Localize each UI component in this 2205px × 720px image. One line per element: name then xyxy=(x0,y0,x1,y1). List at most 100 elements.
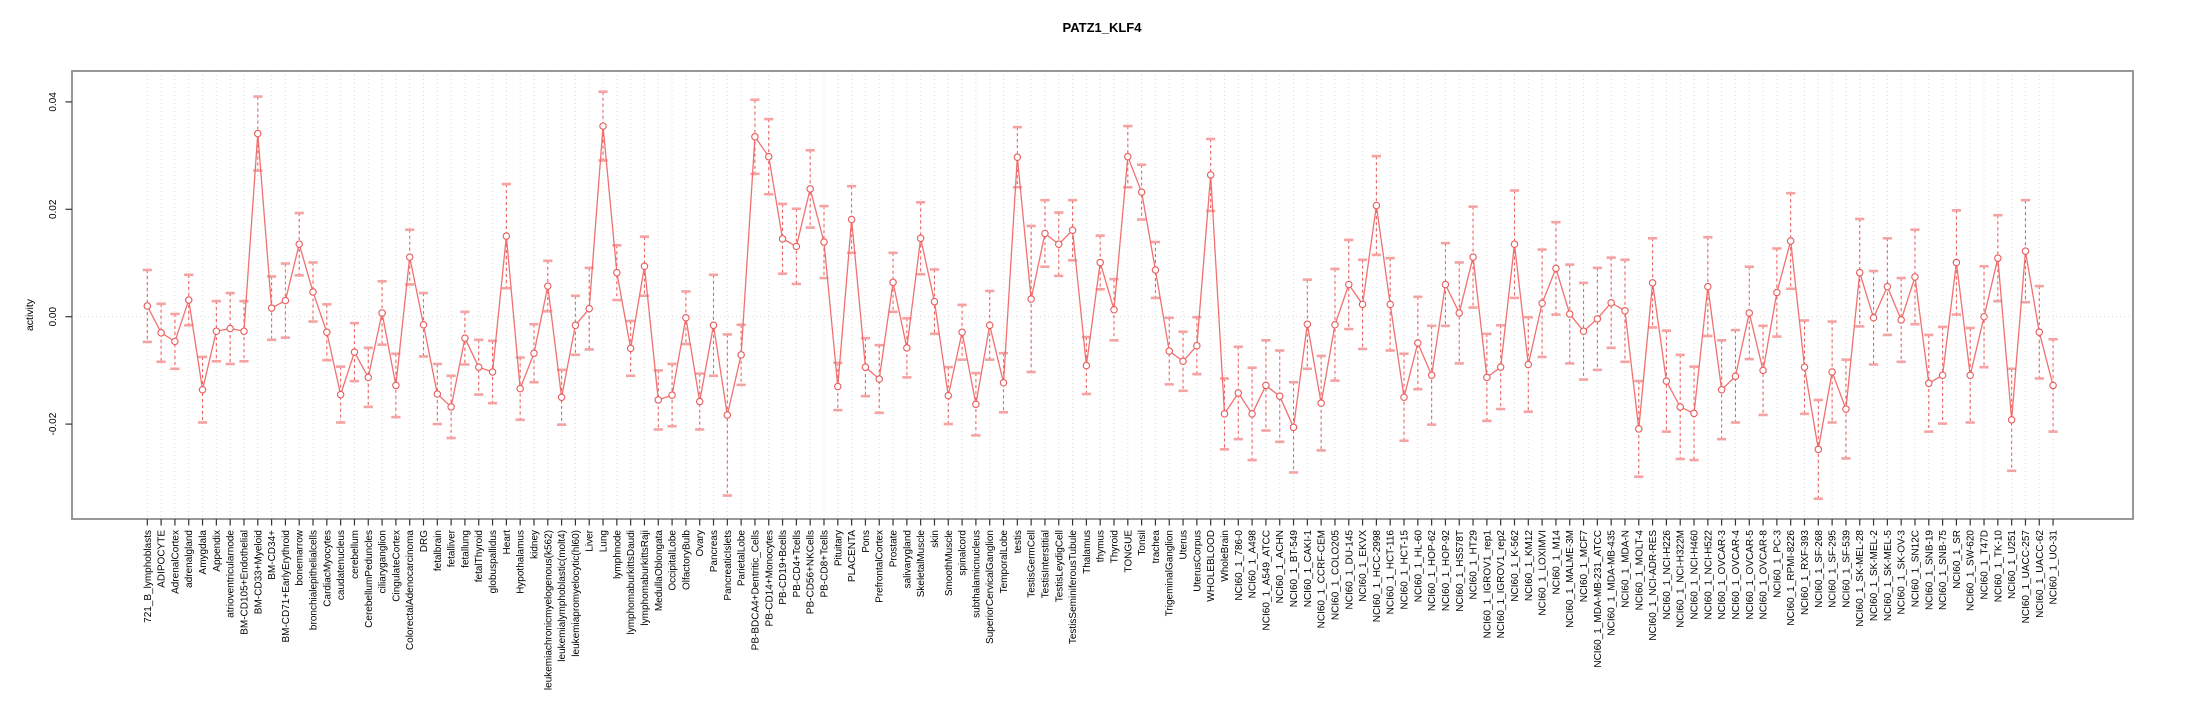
x-tick-label: NCI60_1_HCT-15 xyxy=(1400,530,1411,610)
data-point xyxy=(1013,153,1022,161)
x-tick-label: Pituitary xyxy=(833,530,844,566)
x-tick-label: Prostate xyxy=(889,530,900,568)
x-tick-label: NCI60_1_SF-539 xyxy=(1841,530,1852,608)
data-point xyxy=(889,278,897,287)
x-tick-label: adrenalgland xyxy=(184,530,195,588)
x-tick-label: NCI60_1_A549_ATCC xyxy=(1261,530,1272,630)
x-tick-label: Hypothalamus xyxy=(516,530,527,594)
x-tick-label: NCI60_1_TK-10 xyxy=(1993,530,2004,603)
x-tick-label: NCI60_1_UACC-257 xyxy=(2021,530,2032,624)
x-tick-label: NCI60_1_MDA-N xyxy=(1620,530,1631,608)
x-tick-label: NCI60_1_ACHN xyxy=(1275,530,1286,603)
data-point xyxy=(613,268,621,277)
data-point xyxy=(1441,280,1450,289)
x-tick-label: ADIPOCYTE xyxy=(157,530,168,588)
x-tick-label: testis xyxy=(1013,530,1024,553)
x-tick-label: spinalcord xyxy=(958,530,969,576)
x-tick-label: NCI60_1_HCT-116 xyxy=(1386,530,1397,615)
data-point xyxy=(2035,328,2044,337)
x-tick-label: cerebellum xyxy=(350,530,361,579)
x-tick-label: NCI60_1_DU-145 xyxy=(1344,530,1355,610)
x-tick-label: bronchialepithelialcells xyxy=(309,530,320,630)
data-point xyxy=(654,396,663,404)
data-point xyxy=(737,351,745,359)
x-tick-label: leukemiapromyelocytic(hl60) xyxy=(571,530,582,657)
x-tick-label: Liver xyxy=(585,529,596,551)
data-point xyxy=(1842,405,1850,413)
plot-box xyxy=(71,70,2134,520)
x-tick-label: PB-BDCA4+Dentritic_Cells xyxy=(750,530,761,650)
x-tick-label: NCI60_1_SK-OV-3 xyxy=(1897,530,1908,615)
x-tick-label: subthalamicnucleus xyxy=(971,530,982,618)
x-tick-label: NCI60_1_NCI-H522 xyxy=(1703,530,1714,620)
x-tick-label: NCI60_1_HL-60 xyxy=(1413,530,1424,603)
data-point xyxy=(1400,393,1408,401)
data-point xyxy=(764,152,773,161)
data-point xyxy=(1137,188,1146,196)
x-tick-label: DRG xyxy=(419,530,430,552)
data-point xyxy=(1662,377,1671,385)
data-point xyxy=(1759,366,1767,375)
y-tick-label: 0.00 xyxy=(48,307,59,327)
x-tick-label: ciliaryganglion xyxy=(378,530,389,593)
data-point xyxy=(1483,373,1491,382)
data-point xyxy=(930,297,939,306)
x-tick-label: PLACENTA xyxy=(847,530,858,582)
x-tick-label: TestisSeminiferousTubule xyxy=(1068,530,1079,645)
data-point xyxy=(1966,371,1974,379)
x-tick-label: fetalbrain xyxy=(433,530,444,571)
x-tick-label: NCI60_1_KM12 xyxy=(1524,530,1535,602)
data-point xyxy=(171,337,179,346)
x-tick-label: NCI60_1_OVCAR-5 xyxy=(1745,530,1756,620)
x-tick-label: trachea xyxy=(1151,530,1162,564)
x-tick-label: OccipitalLobe xyxy=(668,530,679,591)
data-point xyxy=(2049,381,2057,390)
data-point xyxy=(1455,309,1464,317)
data-point xyxy=(1220,410,1229,418)
data-point xyxy=(820,238,828,246)
x-tick-label: atrioventricularnode xyxy=(226,530,237,618)
x-tick-label: SuperiorCervicalGanglion xyxy=(985,530,996,644)
data-point xyxy=(1427,371,1436,379)
x-tick-label: caudatenucleus xyxy=(336,530,347,600)
data-point xyxy=(502,232,511,240)
data-point xyxy=(1883,282,1892,291)
data-point xyxy=(184,296,193,304)
data-point xyxy=(875,375,883,383)
data-point xyxy=(1980,312,1988,321)
data-point xyxy=(1414,339,1422,347)
x-tick-label: TestisGermCell xyxy=(1027,530,1038,598)
data-point xyxy=(944,391,953,400)
data-point xyxy=(1538,299,1546,308)
data-point xyxy=(226,324,234,333)
data-point xyxy=(709,321,718,330)
data-point xyxy=(378,309,386,317)
x-tick-label: NCI60_1_RPMI-8226 xyxy=(1786,530,1797,626)
x-tick-label: WholeBrain xyxy=(1220,530,1231,582)
x-tick-label: NCI60_1_EKVX xyxy=(1358,530,1369,602)
data-point xyxy=(1027,295,1035,303)
x-tick-label: NCI60_1_A498 xyxy=(1248,530,1259,599)
x-tick-label: lymphomaburkittsRaji xyxy=(640,530,651,626)
data-point xyxy=(1206,171,1215,179)
data-point xyxy=(1565,310,1574,318)
x-tick-label: salivarygland xyxy=(902,530,913,588)
data-point xyxy=(2021,247,2030,255)
data-point xyxy=(157,329,165,337)
data-point xyxy=(2007,416,2016,424)
data-point xyxy=(405,253,414,261)
x-tick-label: NCI60_1_SK-MEL-28 xyxy=(1855,530,1866,627)
data-point xyxy=(1275,392,1284,400)
x-tick-label: NCI60_1_NCI-H322M xyxy=(1676,530,1687,628)
data-point xyxy=(1317,399,1325,407)
data-point xyxy=(1552,264,1560,273)
data-point xyxy=(1690,409,1698,418)
x-tick-label: NCI60_1_UACC-62 xyxy=(2035,530,2046,618)
data-point xyxy=(281,296,290,305)
x-tick-label: NCI60_1_IGROV1_rep1 xyxy=(1482,530,1493,639)
data-point xyxy=(1372,201,1381,210)
x-tick-label: NCI60_1_LOXIMVI xyxy=(1538,530,1549,616)
data-point xyxy=(1496,363,1505,371)
x-tick-label: lymphnode xyxy=(612,530,623,579)
